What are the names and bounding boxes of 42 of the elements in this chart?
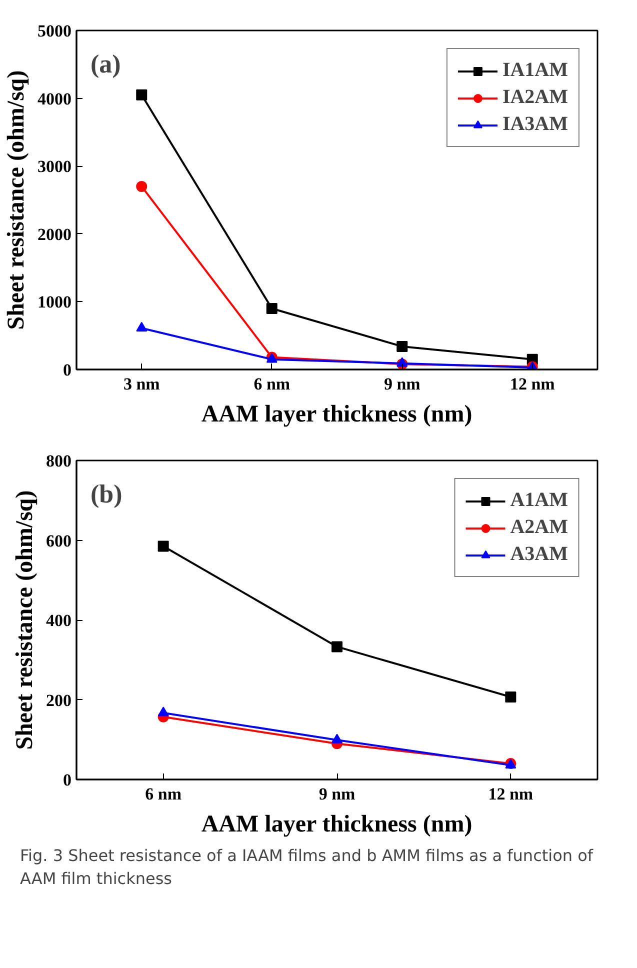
point bbox=[158, 540, 169, 552]
legend-label: IA1AM bbox=[502, 59, 568, 82]
y-tick-label: 4000 bbox=[38, 89, 72, 108]
y-tick-label: 400 bbox=[46, 611, 72, 630]
y-axis-title: Sheet resistance (ohm/sq) bbox=[12, 490, 38, 750]
x-tick-label: 9 nm bbox=[318, 784, 356, 804]
legend-label: IA3AM bbox=[502, 113, 568, 136]
x-axis-title: AAM layer thickness (nm) bbox=[201, 402, 472, 428]
point bbox=[505, 691, 516, 702]
y-axis-title: Sheet resistance (ohm/sq) bbox=[4, 70, 30, 330]
y-tick-label: 800 bbox=[46, 452, 72, 470]
x-tick-label: 6 nm bbox=[145, 784, 182, 804]
y-tick-label: 1000 bbox=[38, 292, 72, 312]
point bbox=[158, 706, 169, 716]
x-tick-label: 12 nm bbox=[488, 784, 534, 804]
x-tick-label: 12 nm bbox=[510, 374, 555, 394]
annotation: (b) bbox=[90, 480, 122, 508]
x-tick-label: 9 nm bbox=[384, 374, 420, 394]
legend-label: IA2AM bbox=[502, 86, 568, 109]
annotation: (a) bbox=[90, 50, 121, 78]
y-tick-label: 3000 bbox=[38, 157, 72, 176]
y-tick-label: 600 bbox=[46, 531, 72, 550]
point bbox=[332, 734, 342, 744]
point bbox=[396, 340, 408, 352]
legend-label: A1AM bbox=[510, 489, 568, 512]
point bbox=[396, 357, 408, 367]
point bbox=[332, 641, 342, 652]
point bbox=[136, 322, 148, 332]
point bbox=[266, 302, 278, 314]
legend-label: A3AM bbox=[510, 543, 568, 566]
point bbox=[136, 89, 148, 100]
y-tick-label: 0 bbox=[63, 360, 72, 380]
legend-label: A2AM bbox=[510, 516, 568, 539]
y-tick-label: 5000 bbox=[38, 22, 72, 40]
y-tick-label: 0 bbox=[63, 770, 72, 790]
x-tick-label: 6 nm bbox=[254, 374, 290, 394]
y-tick-label: 200 bbox=[46, 690, 72, 710]
x-axis-title: AAM layer thickness (nm) bbox=[201, 812, 472, 838]
x-tick-label: 3 nm bbox=[123, 374, 160, 394]
point bbox=[136, 180, 148, 192]
caption: Fig. 3 Sheet resistance of a IAAM films and b AMM films as a function of AAM film thickness bbox=[20, 845, 594, 890]
y-tick-label: 2000 bbox=[38, 224, 72, 244]
